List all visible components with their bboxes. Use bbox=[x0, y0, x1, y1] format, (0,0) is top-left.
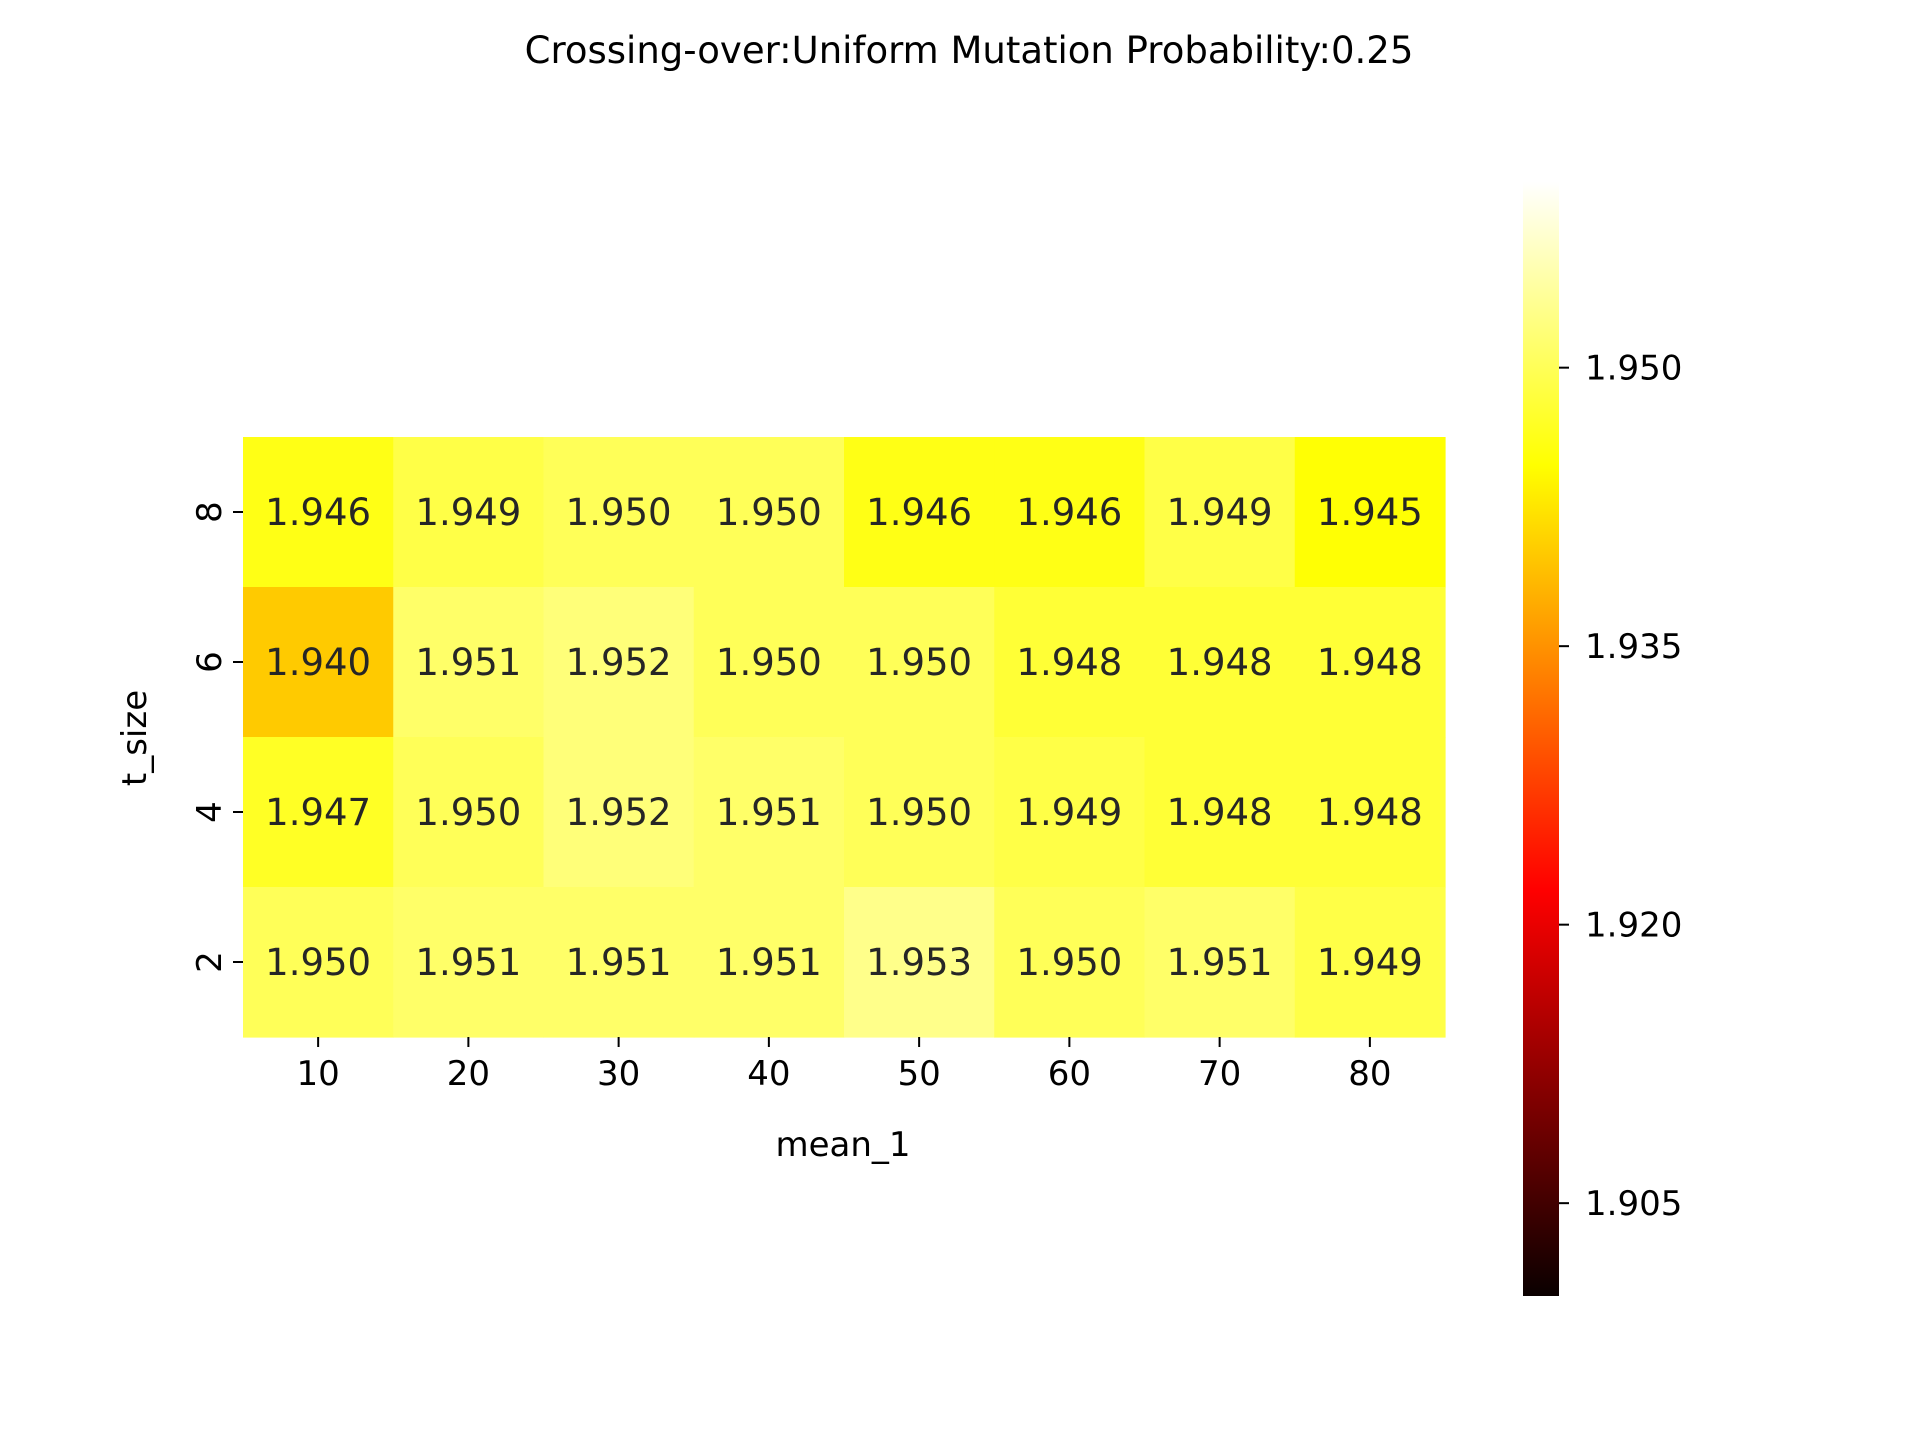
cell-value-label: 1.950 bbox=[1016, 941, 1122, 984]
heatmap-cell bbox=[1144, 437, 1296, 588]
heatmap-cell bbox=[543, 437, 695, 588]
heatmap-cells: 1.946 1.949 1.950 1.950 1.946 1.946 1.949 1.945… bbox=[243, 437, 1446, 1038]
cell-value-label: 1.951 bbox=[415, 641, 521, 684]
heatmap-cell bbox=[994, 587, 1146, 738]
heatmap-cell bbox=[693, 437, 845, 588]
heatmap-cell bbox=[693, 737, 845, 888]
heatmap-cell bbox=[844, 737, 995, 888]
x-tick-label: 30 bbox=[597, 1054, 640, 1094]
heatmap-cell bbox=[994, 737, 1146, 888]
y-tick-label: 8 bbox=[190, 501, 230, 523]
cell-value-label: 1.951 bbox=[415, 941, 521, 984]
cell-value-label: 1.948 bbox=[1167, 641, 1273, 684]
cell-value-label: 1.950 bbox=[566, 491, 672, 534]
cell-value-label: 1.952 bbox=[566, 641, 672, 684]
heatmap-cell bbox=[243, 887, 394, 1038]
y-tick-label: 4 bbox=[190, 801, 230, 823]
heatmap-cell bbox=[1144, 887, 1296, 1038]
colorbar-tick-label: 1.920 bbox=[1585, 906, 1682, 946]
heatmap-cell bbox=[1294, 437, 1446, 588]
heatmap-cell bbox=[994, 437, 1146, 588]
colorbar-tick-label: 1.935 bbox=[1585, 627, 1682, 667]
heatmap-cell bbox=[1144, 737, 1296, 888]
colorbar-tick-label: 1.950 bbox=[1585, 349, 1682, 389]
x-tick-label: 70 bbox=[1198, 1054, 1241, 1094]
cell-value-label: 1.945 bbox=[1317, 491, 1423, 534]
heatmap-cell bbox=[393, 887, 545, 1038]
cell-value-label: 1.949 bbox=[1016, 791, 1122, 834]
heatmap-cell bbox=[1294, 737, 1446, 888]
heatmap-cell bbox=[1144, 587, 1296, 738]
cell-value-label: 1.946 bbox=[1016, 491, 1122, 534]
x-tick-label: 60 bbox=[1048, 1054, 1091, 1094]
colorbar-tick-label: 1.905 bbox=[1585, 1184, 1682, 1224]
cell-value-label: 1.946 bbox=[265, 491, 371, 534]
heatmap-cell bbox=[994, 887, 1146, 1038]
x-tick-label: 20 bbox=[447, 1054, 490, 1094]
x-axis: 10 20 30 40 50 60 70 80 bbox=[296, 1037, 1392, 1094]
cell-value-label: 1.948 bbox=[1317, 791, 1423, 834]
y-axis: 8 6 4 2 bbox=[190, 501, 243, 973]
y-tick-label: 6 bbox=[190, 651, 230, 673]
cell-value-label: 1.949 bbox=[415, 491, 521, 534]
heatmap-cell bbox=[693, 887, 845, 1038]
heatmap-cell bbox=[844, 437, 995, 588]
chart-title: Crossing-over:Uniform Mutation Probabili… bbox=[525, 29, 1414, 72]
cell-value-label: 1.949 bbox=[1167, 491, 1273, 534]
heatmap-cell bbox=[393, 737, 545, 888]
cell-value-label: 1.950 bbox=[415, 791, 521, 834]
x-tick-label: 40 bbox=[747, 1054, 790, 1094]
y-axis-label: t_size bbox=[115, 690, 155, 786]
x-tick-label: 80 bbox=[1348, 1054, 1391, 1094]
cell-value-label: 1.951 bbox=[566, 941, 672, 984]
heatmap-cell bbox=[393, 437, 545, 588]
cell-value-label: 1.950 bbox=[716, 641, 822, 684]
cell-value-label: 1.948 bbox=[1167, 791, 1273, 834]
cell-value-label: 1.950 bbox=[866, 791, 972, 834]
heatmap-cell bbox=[393, 587, 545, 738]
x-tick-label: 50 bbox=[897, 1054, 940, 1094]
cell-value-label: 1.951 bbox=[716, 941, 822, 984]
heatmap-cell bbox=[243, 437, 394, 588]
cell-value-label: 1.950 bbox=[716, 491, 822, 534]
heatmap-cell bbox=[844, 887, 995, 1038]
cell-value-label: 1.946 bbox=[866, 491, 972, 534]
cell-value-label: 1.950 bbox=[265, 941, 371, 984]
cell-value-label: 1.953 bbox=[866, 941, 972, 984]
heatmap-cell bbox=[543, 587, 695, 738]
heatmap-cell bbox=[844, 587, 995, 738]
colorbar: 1.905 1.920 1.935 1.950 bbox=[1523, 182, 1682, 1296]
cell-value-label: 1.947 bbox=[265, 791, 371, 834]
x-axis-label: mean_1 bbox=[775, 1125, 910, 1165]
colorbar-gradient bbox=[1523, 182, 1559, 1296]
heatmap-cell bbox=[693, 587, 845, 738]
heatmap-cell bbox=[243, 737, 394, 888]
cell-value-label: 1.950 bbox=[866, 641, 972, 684]
x-tick-label: 10 bbox=[296, 1054, 339, 1094]
heatmap-cell bbox=[1294, 587, 1446, 738]
cell-value-label: 1.952 bbox=[566, 791, 672, 834]
cell-value-label: 1.949 bbox=[1317, 941, 1423, 984]
heatmap-cell bbox=[243, 587, 394, 738]
heatmap-cell bbox=[543, 887, 695, 1038]
heatmap-cell bbox=[543, 737, 695, 888]
cell-value-label: 1.948 bbox=[1317, 641, 1423, 684]
cell-value-label: 1.951 bbox=[1167, 941, 1273, 984]
y-tick-label: 2 bbox=[190, 951, 230, 973]
cell-value-label: 1.948 bbox=[1016, 641, 1122, 684]
cell-value-label: 1.940 bbox=[265, 641, 371, 684]
cell-value-label: 1.951 bbox=[716, 791, 822, 834]
heatmap-cell bbox=[1294, 887, 1446, 1038]
